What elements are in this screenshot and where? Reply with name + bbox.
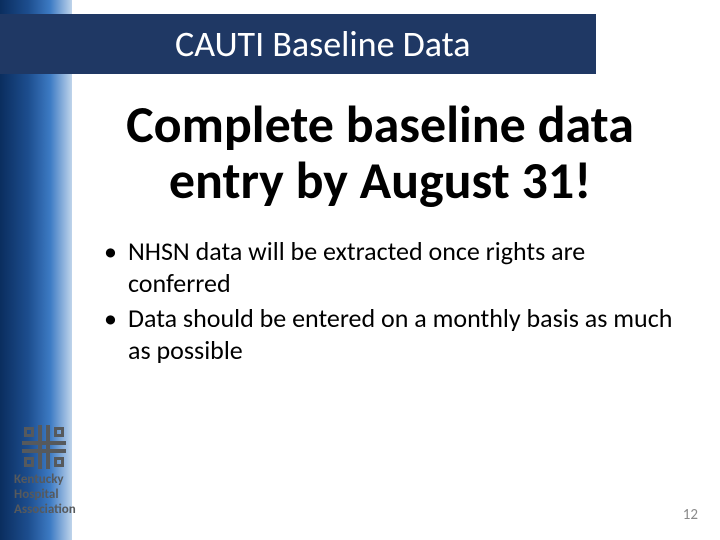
page-number: 12	[683, 506, 698, 524]
headline-text: Complete baseline data entry by August 3…	[80, 96, 680, 208]
logo-line: Association	[14, 503, 92, 518]
bullet-text: Data should be entered on a monthly basi…	[128, 302, 672, 366]
cross-icon	[22, 425, 66, 469]
list-item: Data should be entered on a monthly basi…	[100, 303, 680, 366]
bullet-list: NHSN data will be extracted once rights …	[100, 236, 680, 371]
bullet-text: NHSN data will be extracted once rights …	[128, 235, 585, 299]
slide-title: CAUTI Baseline Data	[175, 22, 471, 66]
list-item: NHSN data will be extracted once rights …	[100, 236, 680, 299]
logo-line: Kentucky	[14, 473, 92, 488]
logo-line: Hospital	[14, 488, 92, 503]
title-bar: CAUTI Baseline Data	[0, 14, 596, 74]
logo-text: Kentucky Hospital Association	[14, 473, 92, 518]
kha-logo: Kentucky Hospital Association	[14, 425, 92, 518]
